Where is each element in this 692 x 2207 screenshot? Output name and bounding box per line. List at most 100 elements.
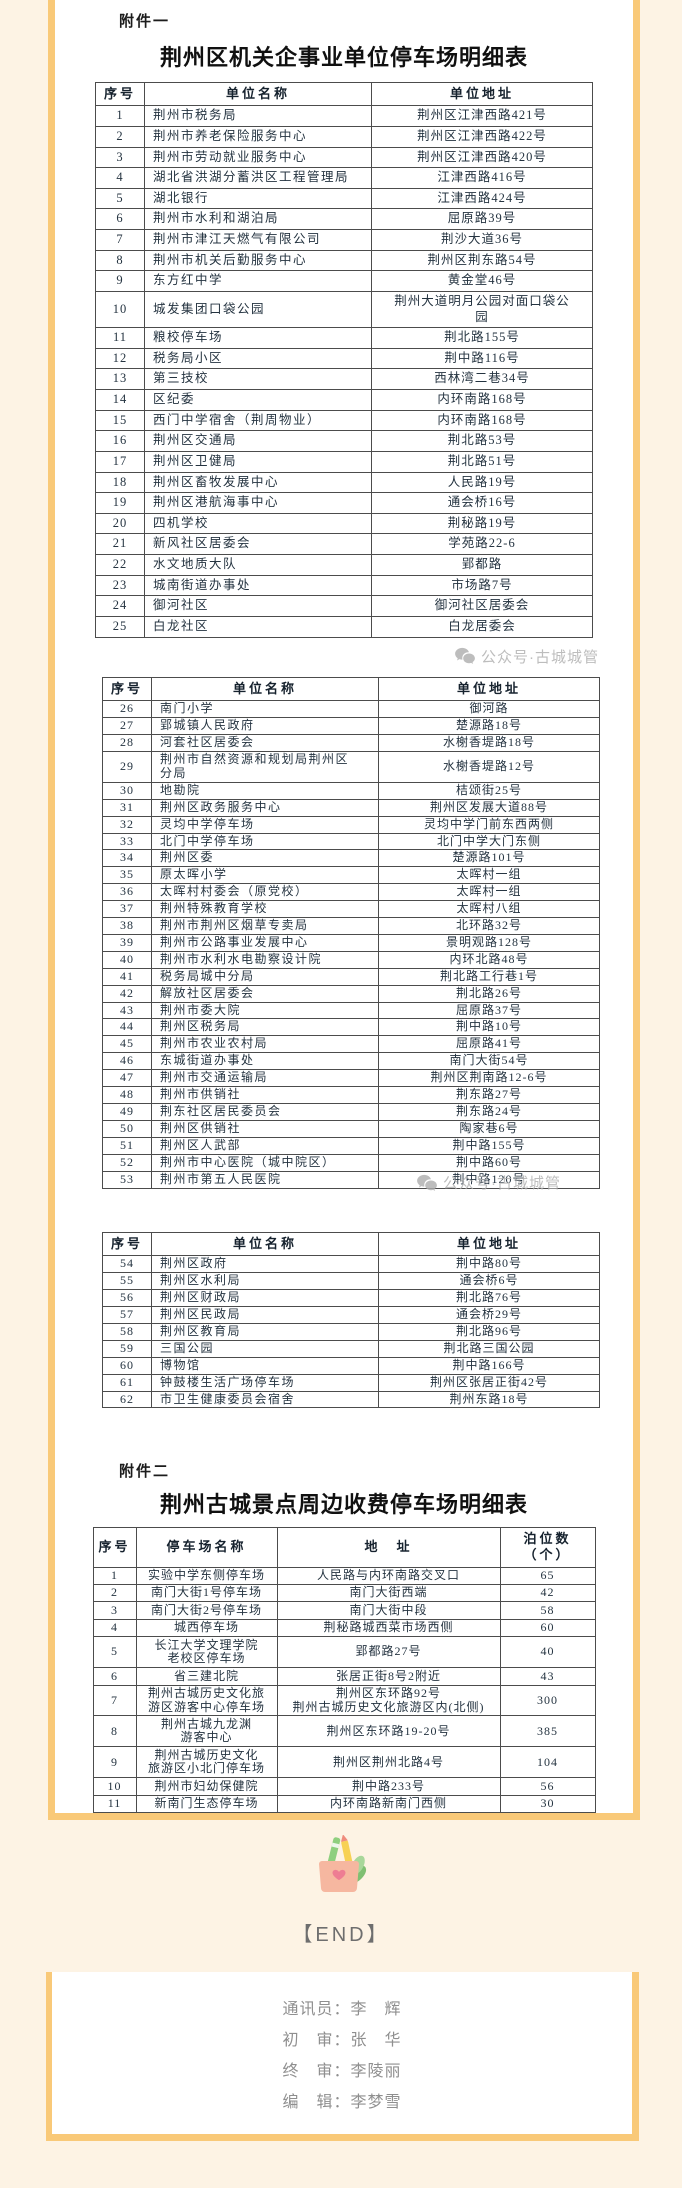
cell-addr: 荆中路10号: [378, 1018, 600, 1037]
cell-no: 55: [102, 1272, 152, 1291]
table-row: 28 河套社区居委会 水榭香堤路18号: [102, 734, 600, 752]
cell-addr: 御河路: [378, 700, 600, 719]
cell-no: 16: [95, 430, 145, 452]
cell-addr: 荆北路53号: [371, 430, 593, 452]
cell-addr: 张居正街8号2附近: [276, 1667, 501, 1686]
cell-addr: 内环南路168号: [371, 409, 593, 432]
cell-name: 荆州市税务局: [144, 105, 372, 127]
wechat-icon: [417, 1174, 437, 1191]
cell-addr: 通会桥16号: [371, 492, 593, 514]
watermark: 公众号·古城城管: [416, 1172, 561, 1193]
table-row: 10 荆州市妇幼保健院 荆中路233号 56: [92, 1777, 596, 1796]
col-header-addr: 单位地址: [378, 1231, 600, 1257]
watermark-text: 公众号·古城城管: [443, 1175, 561, 1192]
cell-no: 50: [102, 1119, 152, 1138]
table-row: 38 荆州市荆州区烟草专卖局 北环路32号: [102, 917, 600, 935]
cell-name: 荆州市劳动就业服务中心: [144, 146, 372, 169]
cell-addr: 荆中路80号: [378, 1255, 600, 1274]
cell-name: 河套社区居委会: [151, 734, 379, 752]
cell-addr: 人民路19号: [371, 471, 593, 494]
cell-name: 南门大街2号停车场: [135, 1601, 278, 1620]
cell-name: 荆州市农业农村局: [151, 1035, 379, 1054]
cell-addr: 内环南路新南门西侧: [276, 1794, 501, 1813]
cell-addr: 屈原路37号: [378, 1001, 600, 1020]
table-row: 16 荆州区交通局 荆北路53号: [95, 430, 593, 452]
cell-no: 34: [102, 849, 152, 868]
table-row: 29 荆州市自然资源和规划局荆州区 分局 水榭香堤路12号: [102, 750, 600, 783]
cell-no: 41: [102, 967, 152, 986]
cell-addr: 屈原路41号: [378, 1035, 600, 1054]
cell-no: 38: [102, 917, 152, 935]
cell-addr: 荆北路96号: [378, 1322, 600, 1341]
cell-addr: 太晖村一组: [378, 883, 600, 902]
table-row: 8 荆州古城九龙渊 游客中心 荆州区东环路19-20号 385: [92, 1715, 596, 1748]
cell-spots: 300: [499, 1684, 596, 1717]
cell-no: 24: [95, 595, 145, 617]
cell-no: 8: [92, 1715, 137, 1748]
cell-name: 荆州区人武部: [151, 1136, 379, 1155]
table-row: 4 城西停车场 荆秘路城西菜市场西侧 60: [92, 1618, 596, 1638]
cell-spots: 60: [499, 1618, 596, 1638]
table-row: 32 灵均中学停车场 灵均中学门前东西两侧: [102, 815, 600, 834]
cell-addr: 灵均中学门前东西两侧: [378, 815, 600, 834]
cell-no: 60: [102, 1356, 152, 1375]
cell-addr: 学苑路22-6: [371, 533, 593, 555]
col-header-name: 单位名称: [151, 676, 379, 702]
cell-name: 水文地质大队: [144, 554, 372, 576]
col-header-name: 单位名称: [151, 1231, 379, 1257]
cell-no: 54: [102, 1255, 152, 1274]
col-header-name: 单位名称: [144, 81, 372, 107]
cell-addr: 江津西路416号: [371, 167, 593, 189]
cell-name: 长江大学文理学院 老校区停车场: [135, 1636, 278, 1669]
cell-name: 荆州市委大院: [151, 1001, 379, 1020]
cell-no: 45: [102, 1035, 152, 1054]
cell-no: 51: [102, 1136, 152, 1155]
unit-table-part3: 序号 单位名称 单位地址 54 荆州区政府 荆中路80号 55 荆州区水利局 通会桥6号 5…: [102, 1231, 600, 1409]
cell-addr: 通会桥6号: [378, 1272, 600, 1291]
cell-addr: 桔颂街25号: [378, 781, 600, 800]
end-marker: 【END】: [292, 1924, 390, 1946]
cell-addr: 荆北路155号: [371, 327, 593, 349]
end-section: 【END】: [0, 1834, 682, 1947]
table-row: 51 荆州区人武部 荆中路155号: [102, 1136, 600, 1155]
cell-name: 省三建北院: [135, 1667, 278, 1686]
credit-final-review: 终 审：李陵丽: [282, 2063, 402, 2080]
credits-block: 通讯员：李 辉 初 审：张 华 终 审：李陵丽 编 辑：李梦雪: [282, 1994, 401, 2118]
cell-name: 荆州市妇幼保健院: [135, 1777, 278, 1796]
cell-addr: 水榭香堤路18号: [378, 734, 600, 752]
table-row: 26 南门小学 御河路: [102, 700, 600, 719]
cell-no: 6: [95, 208, 145, 230]
cell-name: 解放社区居委会: [151, 984, 379, 1003]
cell-spots: 58: [499, 1601, 596, 1620]
cell-name: 东城街道办事处: [151, 1052, 379, 1071]
cell-name: 荆州区委: [151, 849, 379, 868]
table-header-row: 序号 停车场名称 地 址 泊位数 （个）: [92, 1527, 596, 1568]
cell-addr: 荆州区荆东路54号: [371, 249, 593, 272]
cell-name: 荆州区卫健局: [144, 450, 372, 473]
table-row: 40 荆州市水利水电勘察设计院 内环北路48号: [102, 950, 600, 969]
cell-no: 9: [92, 1746, 137, 1779]
cell-no: 25: [95, 615, 145, 638]
cell-name: 四机学校: [144, 512, 372, 535]
unit-table-title: 荆州区机关企事业单位停车场明细表: [159, 45, 528, 70]
cell-spots: 104: [499, 1746, 596, 1779]
cell-name: 区纪委: [144, 389, 372, 411]
cell-name: 西门中学宿舍（荆周物业）: [144, 409, 372, 432]
cell-no: 23: [95, 574, 145, 597]
cell-no: 58: [102, 1322, 152, 1341]
table-row: 48 荆州市供销社 荆东路27号: [102, 1086, 600, 1104]
table-row: 39 荆州市公路事业发展中心 景明观路128号: [102, 933, 600, 952]
cell-name: 荆州区教育局: [151, 1322, 379, 1341]
table-row: 44 荆州区税务局 荆中路10号: [102, 1018, 600, 1037]
table-row: 12 税务局小区 荆中路116号: [95, 347, 593, 370]
cell-no: 4: [92, 1618, 137, 1638]
pencil-cup-icon: [319, 1834, 367, 1892]
credit-correspondent: 通讯员：李 辉: [282, 2001, 402, 2018]
table-row: 2 南门大街1号停车场 南门大街西端 42: [92, 1583, 596, 1603]
cell-no: 11: [92, 1794, 137, 1813]
table-row: 10 城发集团口袋公园 荆州大道明月公园对面口袋公 园: [95, 290, 593, 329]
cell-no: 61: [102, 1373, 152, 1392]
cell-name: 博物馆: [151, 1356, 379, 1375]
cell-addr: 北环路32号: [378, 917, 600, 935]
cell-addr: 荆中路155号: [378, 1136, 600, 1155]
